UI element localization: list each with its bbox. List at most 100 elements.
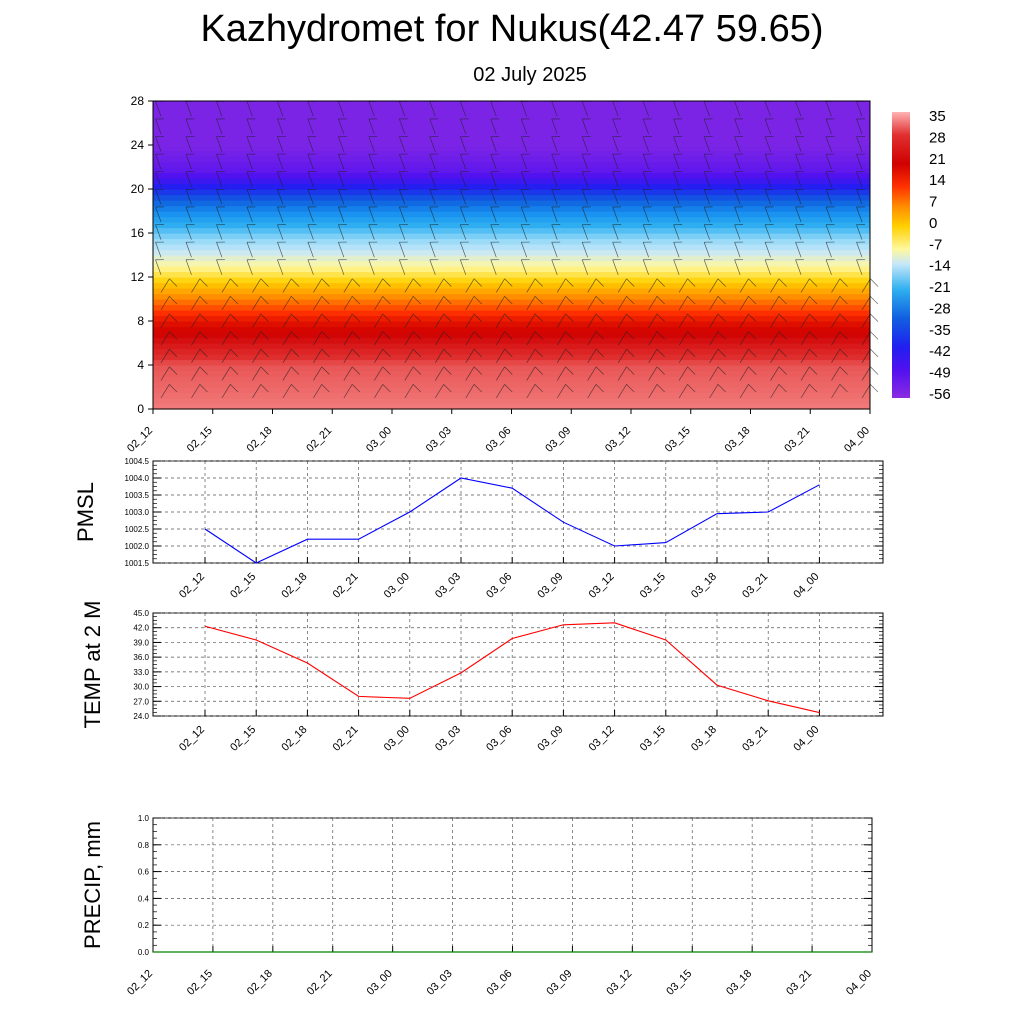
wind-barb-staff <box>856 206 863 223</box>
wind-barb-staff <box>338 189 345 205</box>
wind-barb-staff <box>520 118 528 135</box>
wind-barb-flag <box>534 384 544 393</box>
wind-barb-staff <box>216 101 223 117</box>
wind-barb-staff <box>673 242 680 258</box>
wind-barb-staff <box>221 313 231 328</box>
wind-barb-flag <box>748 313 757 322</box>
wind-barb-staff <box>429 224 436 240</box>
y-tick-label: 36.0 <box>133 653 149 662</box>
heatmap-band <box>153 277 870 284</box>
wind-barb-staff <box>495 366 505 381</box>
wind-barb-staff <box>617 278 627 293</box>
wind-barb-staff <box>338 118 345 135</box>
wind-barb-staff <box>678 366 688 381</box>
wind-barb-staff <box>556 331 566 346</box>
colorbar-label: 0 <box>929 215 937 232</box>
wind-barb-staff <box>703 224 710 240</box>
colorbar-label: -7 <box>929 236 942 253</box>
wind-barb-staff <box>526 313 536 328</box>
wind-barb-staff <box>399 259 406 275</box>
wind-barb-flag <box>626 313 635 322</box>
wind-barb-staff <box>587 278 597 293</box>
heatmap-band <box>153 271 870 278</box>
wind-barb-staff <box>399 189 406 205</box>
wind-barb-staff <box>313 384 323 399</box>
wind-barb-staff <box>155 154 162 170</box>
wind-barb-flag <box>687 384 696 393</box>
heatmap-band <box>153 249 870 256</box>
x-tick-label: 03_15 <box>638 724 668 754</box>
wind-barb-staff <box>551 206 558 223</box>
wind-barb-staff <box>307 136 314 152</box>
wind-barb-flag <box>351 348 361 358</box>
wind-barb-flag <box>412 331 422 340</box>
wind-barb-staff <box>368 224 375 240</box>
heatmap-band <box>153 403 870 410</box>
wind-barb-flag <box>504 384 513 393</box>
wind-barb-staff <box>495 313 505 328</box>
wind-barb-staff <box>490 154 497 170</box>
y-tick-label: 28 <box>131 94 145 108</box>
wind-barb-flag <box>717 313 726 322</box>
wind-barb-staff <box>490 224 497 240</box>
wind-barb-staff <box>490 136 497 152</box>
wind-barb-staff <box>795 101 802 117</box>
wind-barb-staff <box>495 348 505 363</box>
wind-barb-staff <box>861 348 871 363</box>
wind-barb-staff <box>429 101 436 117</box>
wind-barb-staff <box>587 296 597 311</box>
wind-barb-staff <box>617 296 627 311</box>
wind-barb-staff <box>368 189 375 205</box>
wind-barb-flag <box>565 313 574 322</box>
heatmap-band <box>153 211 870 218</box>
wind-barb-flag <box>291 366 300 375</box>
y-tick-label: 1.0 <box>138 814 150 823</box>
x-tick-label: 02_12 <box>125 968 155 998</box>
wind-barb-staff <box>404 296 414 311</box>
wind-barb-staff <box>795 171 802 187</box>
wind-barb-flag <box>839 331 848 340</box>
x-tick-label: 03_12 <box>604 968 634 998</box>
wind-barb-staff <box>734 224 741 240</box>
wind-barb-staff <box>368 259 375 275</box>
heatmap-band <box>153 183 870 190</box>
y-tick-label: 24.0 <box>133 712 149 721</box>
heatmap-band <box>153 255 870 262</box>
wind-barb-staff <box>221 331 231 346</box>
wind-barb-staff <box>861 384 871 399</box>
wind-barb-staff <box>404 331 414 346</box>
wind-barb-staff <box>520 189 528 205</box>
wind-barb-staff <box>490 118 497 135</box>
wind-barb-staff <box>673 224 680 240</box>
wind-barb-staff <box>520 259 528 275</box>
wind-barb-flag <box>687 296 696 305</box>
wind-barb-staff <box>617 384 627 399</box>
wind-barb-flag <box>778 313 787 322</box>
y-tick-label: 1004.0 <box>125 474 150 483</box>
wind-barb-staff <box>764 101 771 117</box>
x-tick-label: 02_18 <box>279 724 309 754</box>
wind-barb-staff <box>307 101 314 117</box>
wind-barb-flag <box>809 384 818 393</box>
wind-barb-staff <box>338 101 345 117</box>
wind-barb-staff <box>374 348 384 363</box>
heatmap-band <box>153 101 870 108</box>
wind-barb-flag <box>382 296 391 305</box>
wind-barb-staff <box>587 348 597 363</box>
wind-barb-staff <box>185 154 192 170</box>
wind-barb-staff <box>556 278 566 293</box>
wind-barb-flag <box>778 348 787 358</box>
wind-barb-flag <box>870 384 879 393</box>
wind-barb-flag <box>778 296 787 305</box>
wind-barb-flag <box>656 384 665 393</box>
wind-barb-flag <box>351 384 361 393</box>
wind-barb-flag <box>199 348 208 358</box>
x-tick-label: 03_06 <box>484 571 514 601</box>
wind-barb-staff <box>526 384 536 399</box>
wind-barb-flag <box>778 278 787 287</box>
wind-barb-staff <box>764 259 771 275</box>
heatmap-band <box>153 134 870 141</box>
wind-barb-flag <box>260 331 269 340</box>
colorbar-label: -49 <box>929 365 951 382</box>
